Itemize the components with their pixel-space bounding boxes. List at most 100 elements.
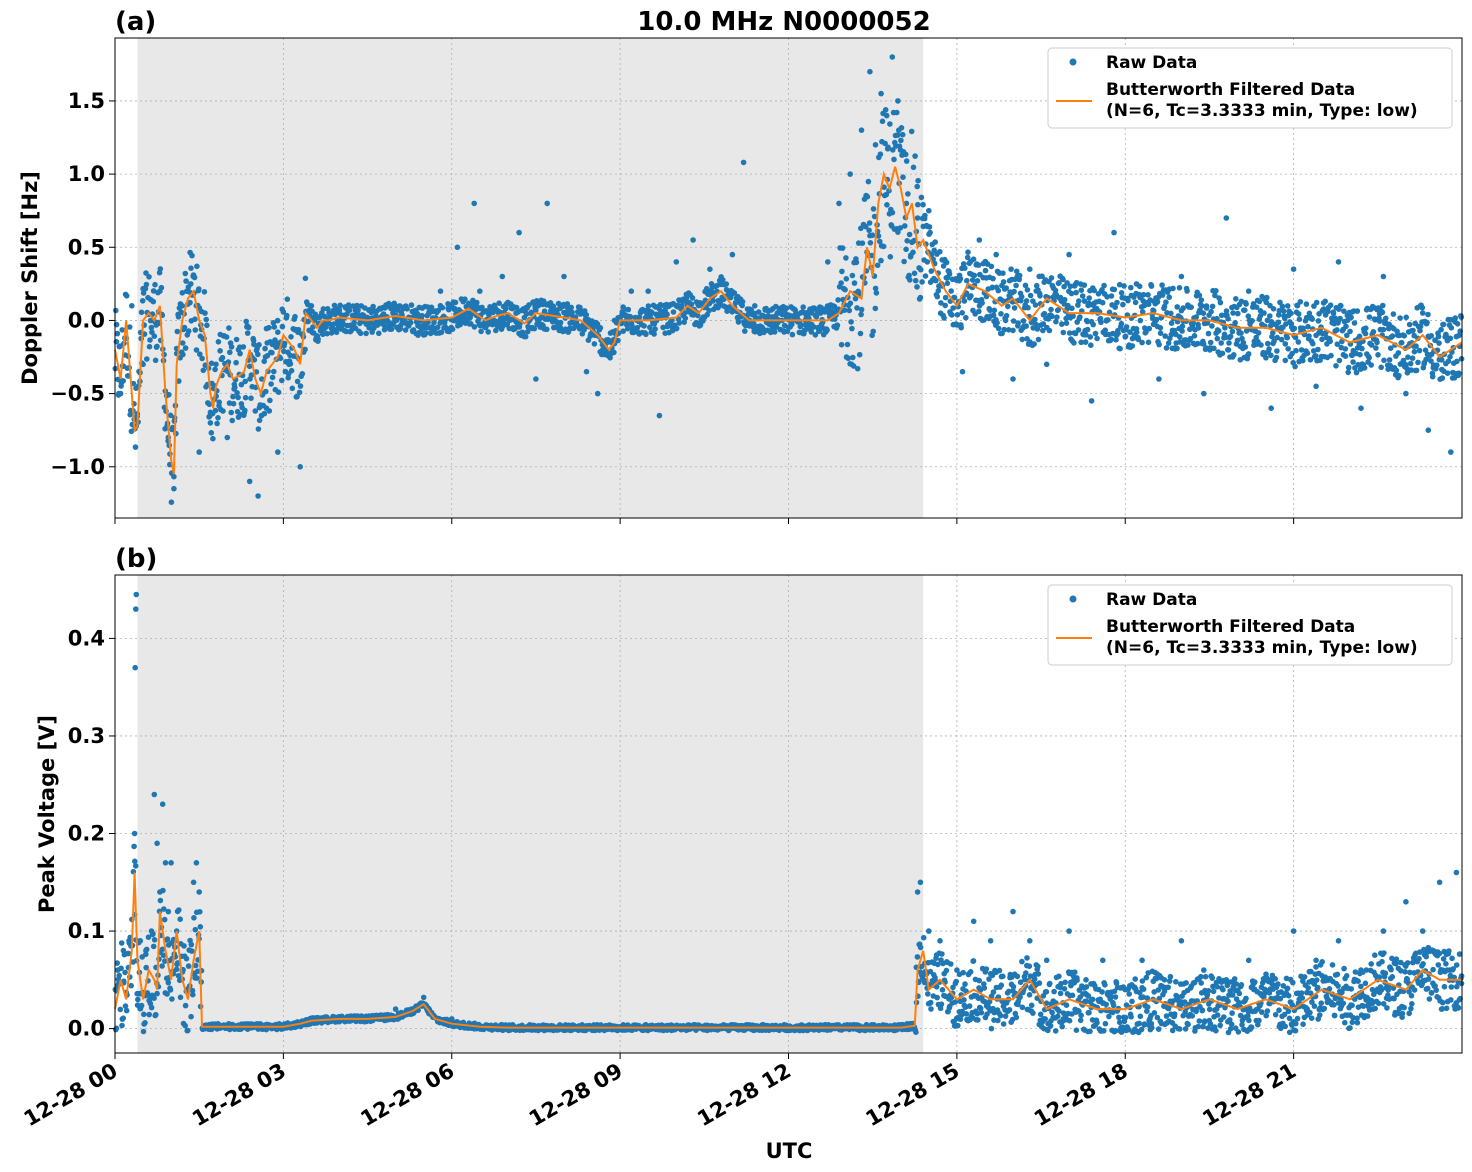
raw-data-point xyxy=(953,978,959,985)
raw-data-point xyxy=(1167,973,1174,980)
raw-data-point xyxy=(1185,342,1191,348)
raw-data-point xyxy=(496,300,502,307)
raw-data-point xyxy=(496,309,503,315)
raw-data-point xyxy=(1275,981,1281,987)
raw-data-point xyxy=(192,327,199,333)
raw-data-point xyxy=(262,345,268,352)
raw-data-point xyxy=(277,355,284,362)
raw-data-point xyxy=(1035,971,1042,977)
raw-data-point xyxy=(988,1025,995,1032)
raw-data-point xyxy=(474,299,480,306)
raw-data-point xyxy=(707,266,713,273)
raw-data-point xyxy=(1290,266,1297,273)
raw-data-point xyxy=(524,328,531,335)
raw-data-point xyxy=(224,434,231,441)
raw-data-point xyxy=(289,385,296,392)
raw-data-point xyxy=(1156,341,1162,348)
raw-data-point xyxy=(1458,314,1465,320)
raw-data-point xyxy=(200,367,207,374)
raw-data-point xyxy=(179,340,186,346)
raw-data-point xyxy=(877,151,884,157)
raw-data-point xyxy=(1165,340,1172,346)
raw-data-point xyxy=(1313,299,1320,306)
raw-data-point xyxy=(1425,427,1432,434)
raw-data-point xyxy=(1327,338,1333,345)
raw-data-point xyxy=(264,352,271,359)
raw-data-point xyxy=(113,338,120,345)
raw-data-point xyxy=(1066,1017,1073,1024)
raw-data-point xyxy=(196,286,202,292)
raw-data-point xyxy=(165,979,172,986)
raw-data-point xyxy=(1024,287,1031,293)
raw-data-point xyxy=(1342,353,1349,360)
raw-data-point xyxy=(1121,283,1127,289)
raw-data-point xyxy=(1191,333,1198,339)
raw-data-point xyxy=(1056,973,1062,980)
raw-data-point xyxy=(267,397,273,404)
raw-data-point xyxy=(963,1011,970,1017)
raw-data-point xyxy=(1296,316,1303,323)
raw-data-point xyxy=(1166,294,1172,301)
raw-data-point xyxy=(1189,1013,1195,1019)
raw-data-point xyxy=(895,98,901,104)
raw-data-point xyxy=(1201,390,1207,397)
raw-data-point xyxy=(1338,303,1344,309)
raw-data-point xyxy=(1390,311,1397,317)
raw-data-point xyxy=(1075,327,1082,333)
raw-data-point xyxy=(1071,340,1077,346)
raw-data-point xyxy=(114,330,121,337)
raw-data-point xyxy=(1137,1013,1144,1020)
raw-data-point xyxy=(942,294,949,301)
raw-data-point xyxy=(1028,1002,1035,1009)
y-tick-label: 1.0 xyxy=(68,162,105,186)
raw-data-point xyxy=(1122,1014,1129,1021)
raw-data-point xyxy=(1132,976,1138,982)
raw-data-point xyxy=(842,286,848,293)
raw-data-point xyxy=(704,311,710,318)
raw-data-point xyxy=(246,478,253,485)
raw-data-point xyxy=(922,212,928,219)
raw-data-point xyxy=(188,1013,194,1020)
raw-data-point xyxy=(337,302,344,309)
raw-data-point xyxy=(138,309,145,316)
raw-data-point xyxy=(1046,327,1053,334)
raw-data-point xyxy=(1328,352,1334,359)
raw-data-point xyxy=(181,943,187,949)
raw-data-point xyxy=(544,200,550,207)
raw-data-point xyxy=(157,897,164,904)
raw-data-point xyxy=(471,200,478,207)
raw-data-point xyxy=(740,159,747,166)
raw-data-point xyxy=(928,1006,934,1012)
raw-data-point xyxy=(1403,390,1409,397)
raw-data-point xyxy=(1438,326,1444,333)
raw-data-point xyxy=(591,341,598,347)
raw-data-point xyxy=(959,310,965,316)
raw-data-point xyxy=(1070,313,1076,319)
raw-data-point xyxy=(256,417,263,424)
raw-data-point xyxy=(147,337,153,343)
raw-data-point xyxy=(1000,270,1006,277)
raw-data-point xyxy=(1214,984,1220,990)
raw-data-point xyxy=(168,499,175,506)
raw-data-point xyxy=(645,288,651,295)
raw-data-point xyxy=(1256,298,1263,305)
raw-data-point xyxy=(990,275,996,282)
raw-data-point xyxy=(1081,282,1088,288)
raw-data-point xyxy=(1089,996,1096,1003)
raw-data-point xyxy=(148,324,155,331)
raw-data-point xyxy=(151,995,157,1001)
raw-data-point xyxy=(1381,357,1387,364)
raw-data-point xyxy=(126,324,133,330)
raw-data-point xyxy=(167,987,174,993)
raw-data-point xyxy=(503,305,509,312)
raw-data-point xyxy=(800,304,806,310)
raw-data-point xyxy=(189,948,195,954)
raw-data-point xyxy=(1076,298,1082,304)
legend-filtered-params: (N=6, Tc=3.3333 min, Type: low) xyxy=(1106,101,1418,121)
raw-data-point xyxy=(960,969,966,976)
raw-data-point xyxy=(967,969,974,975)
raw-data-point xyxy=(1454,358,1460,365)
raw-data-point xyxy=(333,329,340,336)
raw-data-point xyxy=(240,344,247,350)
raw-data-point xyxy=(771,329,778,335)
